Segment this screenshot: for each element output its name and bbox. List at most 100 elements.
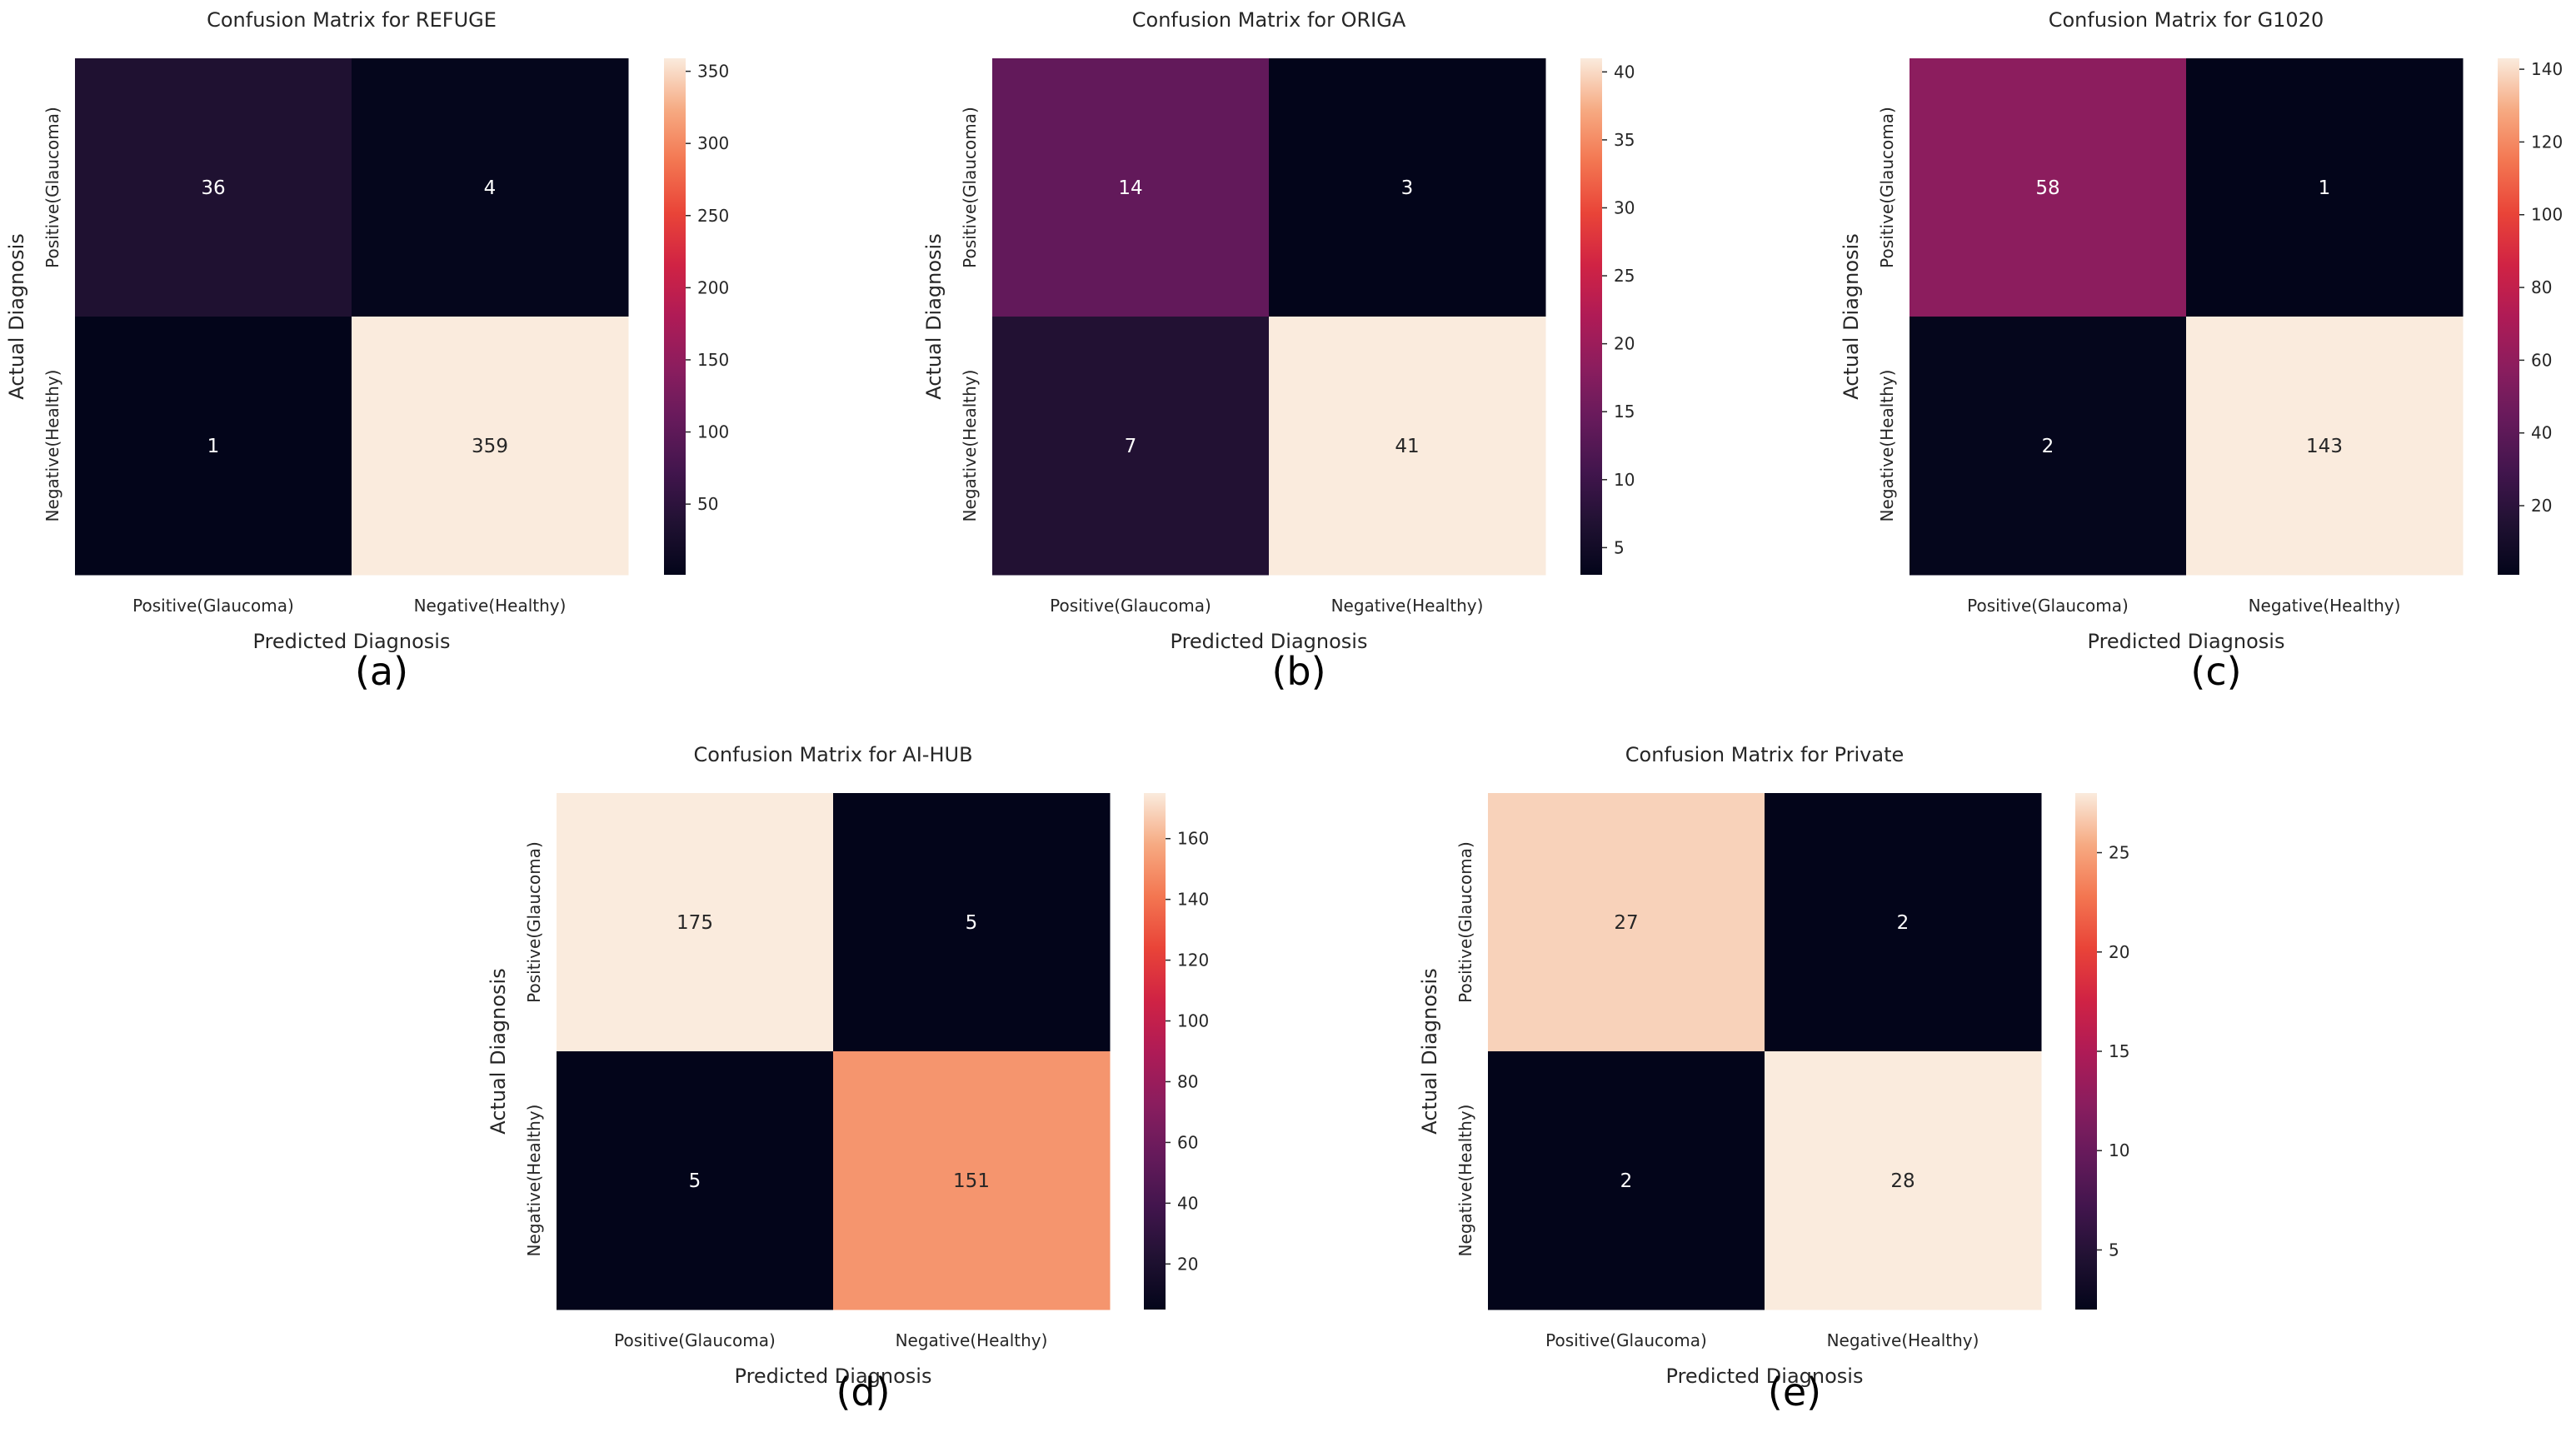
x-tick-label: Negative(Healthy)	[896, 1330, 1048, 1350]
cell-value-label: 7	[1125, 436, 1137, 457]
colorbar-tick-label: 40	[1177, 1193, 1198, 1213]
cell-value-label: 143	[2306, 436, 2343, 457]
heatmap-cell	[1269, 58, 1546, 317]
heatmap-cell	[1488, 1051, 1765, 1310]
colorbar	[1580, 58, 1602, 575]
cell-value-label: 27	[1614, 912, 1638, 934]
y-tick-label: Negative(Healthy)	[1455, 1105, 1475, 1257]
y-axis-label: Actual Diagnosis	[487, 968, 510, 1134]
y-axis-label: Actual Diagnosis	[922, 233, 946, 399]
colorbar-tick-label: 10	[1614, 470, 1635, 490]
y-tick-label: Negative(Healthy)	[42, 370, 62, 522]
colorbar-tick-label: 20	[2531, 496, 2552, 516]
cell-value-label: 2	[2042, 436, 2054, 457]
y-axis-label: Actual Diagnosis	[5, 233, 28, 399]
colorbar-tick-label: 50	[697, 494, 718, 514]
heatmap-cell	[1765, 793, 2042, 1052]
cell-value-label: 1	[2319, 177, 2331, 199]
colorbar	[2075, 793, 2097, 1310]
confusion-matrix-panel: Confusion Matrix for ORIGA 14 3 7 41 Positive…	[922, 8, 1635, 694]
colorbar-tick-label: 140	[1177, 890, 1209, 910]
x-tick-label: Positive(Glaucoma)	[1050, 596, 1211, 616]
panel-label: (c)	[2190, 649, 2241, 694]
colorbar-tick-label: 15	[2109, 1041, 2129, 1061]
heatmap-cell	[992, 58, 1270, 317]
chart-title: Confusion Matrix for ORIGA	[1132, 8, 1406, 32]
y-tick-label: Positive(Glaucoma)	[1877, 107, 1897, 268]
colorbar	[664, 58, 686, 575]
x-tick-label: Negative(Healthy)	[1827, 1330, 1979, 1350]
heatmap-cell	[833, 793, 1111, 1052]
colorbar-tick-label: 40	[1614, 62, 1635, 82]
heatmap-cell	[557, 793, 834, 1052]
cell-value-label: 14	[1118, 177, 1142, 199]
colorbar-tick-label: 30	[1614, 197, 1635, 217]
colorbar-tick-label: 20	[1614, 334, 1635, 354]
y-tick-label: Positive(Glaucoma)	[524, 841, 544, 1003]
x-axis-label: Predicted Diagnosis	[1171, 630, 1368, 653]
x-tick-label: Negative(Healthy)	[2249, 596, 2401, 616]
panel-label: (e)	[1768, 1370, 1821, 1415]
cell-value-label: 2	[1620, 1170, 1633, 1192]
confusion-matrix-panel: Confusion Matrix for REFUGE 36 4 1 359 Positi…	[5, 8, 729, 694]
x-axis-label: Predicted Diagnosis	[1666, 1365, 1864, 1388]
heatmap-cell	[992, 317, 1270, 576]
y-tick-label: Positive(Glaucoma)	[960, 107, 980, 268]
y-axis-label: Actual Diagnosis	[1418, 968, 1441, 1134]
cell-value-label: 1	[207, 436, 220, 457]
colorbar-tick-label: 25	[2109, 843, 2129, 863]
colorbar-tick-label: 150	[697, 350, 729, 370]
heatmap-cell	[1488, 793, 1765, 1052]
heatmap-cell	[1765, 1051, 2042, 1310]
cell-value-label: 41	[1395, 436, 1419, 457]
x-tick-label: Positive(Glaucoma)	[1545, 1330, 1707, 1350]
confusion-matrix-panel: Confusion Matrix for G1020 58 1 2 143 Positiv…	[1840, 8, 2563, 694]
x-axis-label: Predicted Diagnosis	[253, 630, 451, 653]
chart-title: Confusion Matrix for AI-HUB	[693, 743, 972, 766]
colorbar-tick-label: 80	[1177, 1071, 1198, 1091]
x-tick-label: Negative(Healthy)	[1331, 596, 1484, 616]
y-axis-label: Actual Diagnosis	[1840, 233, 1863, 399]
x-axis-label: Predicted Diagnosis	[2088, 630, 2285, 653]
panel-label: (b)	[1271, 649, 1325, 694]
colorbar-tick-label: 15	[1614, 402, 1635, 422]
heatmap-cell	[2186, 58, 2464, 317]
colorbar-tick-label: 300	[697, 133, 729, 153]
panel-label: (d)	[836, 1370, 890, 1415]
confusion-matrix-panel: Confusion Matrix for AI-HUB 175 5 5 151 Posit…	[487, 743, 1209, 1415]
confusion-matrix-panel: Confusion Matrix for Private 27 2 2 28 Positi…	[1418, 743, 2129, 1415]
colorbar-tick-label: 5	[2109, 1240, 2119, 1260]
cell-value-label: 5	[966, 912, 978, 934]
cell-value-label: 151	[953, 1170, 990, 1192]
cell-value-label: 2	[1897, 912, 1910, 934]
heatmap-cell	[557, 1051, 834, 1310]
colorbar-tick-label: 200	[697, 277, 729, 297]
x-tick-label: Positive(Glaucoma)	[132, 596, 294, 616]
cell-value-label: 58	[2035, 177, 2059, 199]
cell-value-label: 5	[689, 1170, 701, 1192]
colorbar-tick-label: 350	[697, 62, 729, 82]
colorbar-tick-label: 100	[1177, 1011, 1209, 1031]
colorbar-tick-label: 100	[2531, 205, 2563, 225]
chart-title: Confusion Matrix for G1020	[2049, 8, 2324, 32]
colorbar-tick-label: 40	[2531, 423, 2552, 443]
y-tick-label: Positive(Glaucoma)	[42, 107, 62, 268]
heatmap-cell	[352, 58, 629, 317]
colorbar-tick-label: 25	[1614, 266, 1635, 286]
x-tick-label: Positive(Glaucoma)	[1967, 596, 2129, 616]
colorbar-tick-label: 60	[2531, 350, 2552, 370]
heatmap-cell	[352, 317, 629, 576]
x-tick-label: Positive(Glaucoma)	[614, 1330, 776, 1350]
heatmap-cell	[833, 1051, 1111, 1310]
chart-title: Confusion Matrix for REFUGE	[207, 8, 497, 32]
colorbar-tick-label: 20	[2109, 942, 2129, 962]
heatmap-cell	[75, 58, 352, 317]
colorbar	[1144, 793, 1166, 1310]
heatmap-cell	[1910, 58, 2187, 317]
y-tick-label: Negative(Healthy)	[1877, 370, 1897, 522]
colorbar-tick-label: 80	[2531, 277, 2552, 297]
colorbar-tick-label: 60	[1177, 1132, 1198, 1152]
colorbar-tick-label: 20	[1177, 1254, 1198, 1274]
colorbar	[2498, 58, 2519, 575]
